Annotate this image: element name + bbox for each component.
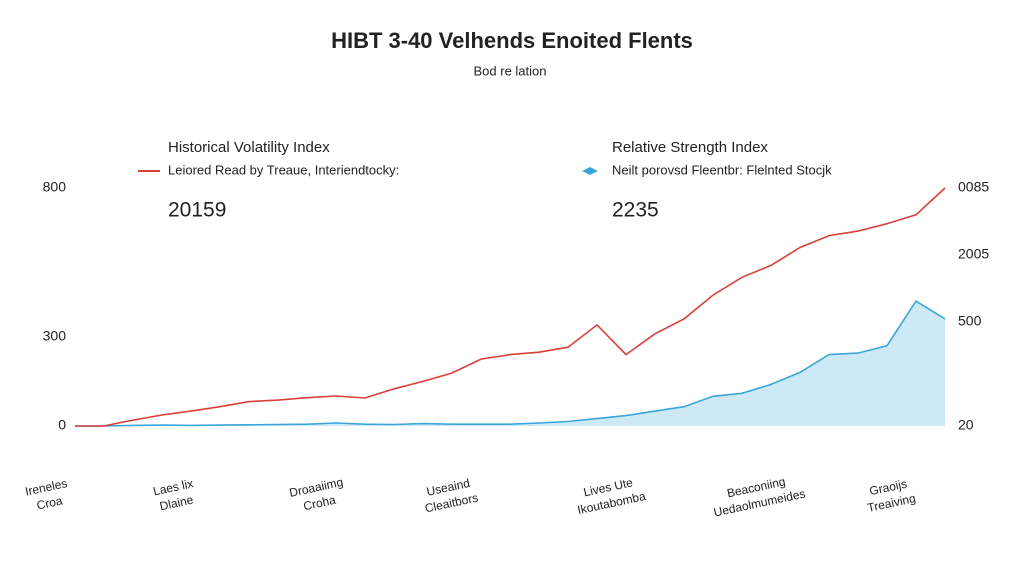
right-axis-label: 20 bbox=[958, 417, 974, 433]
x-tick-label: Croha bbox=[302, 493, 337, 514]
x-tick-label: Dlaine bbox=[158, 493, 195, 514]
legend-figure: 2235 bbox=[612, 199, 659, 222]
legend-swatch bbox=[582, 167, 598, 175]
series-line bbox=[75, 187, 946, 427]
legend-subtitle: Neilt porovsd Fleentbr: Flelnted Stocjk bbox=[612, 162, 832, 177]
y-tick-label: 0 bbox=[58, 417, 66, 433]
y-tick-label: 300 bbox=[43, 327, 67, 343]
x-tick-label: Croa bbox=[35, 493, 64, 512]
y-tick-label: 800 bbox=[43, 179, 67, 195]
legend-figure: 20159 bbox=[168, 199, 226, 222]
series-line bbox=[75, 300, 946, 427]
series-area bbox=[75, 301, 945, 426]
legend-title: Historical Volatility Index bbox=[168, 139, 330, 156]
legend-subtitle: Leiored Read by Treaue, Interiendtocky: bbox=[168, 162, 399, 177]
right-axis-label: 0085 bbox=[958, 179, 989, 195]
right-axis-label: 500 bbox=[958, 313, 982, 329]
x-tick-label: Ireneles bbox=[24, 476, 69, 499]
chart-title: HIBT 3-40 Velhends Enoited Flents bbox=[331, 28, 693, 53]
right-axis-label: 2005 bbox=[958, 246, 989, 262]
chart-subtitle: Bod re lation bbox=[474, 63, 547, 78]
legend-title: Relative Strength Index bbox=[612, 139, 768, 156]
